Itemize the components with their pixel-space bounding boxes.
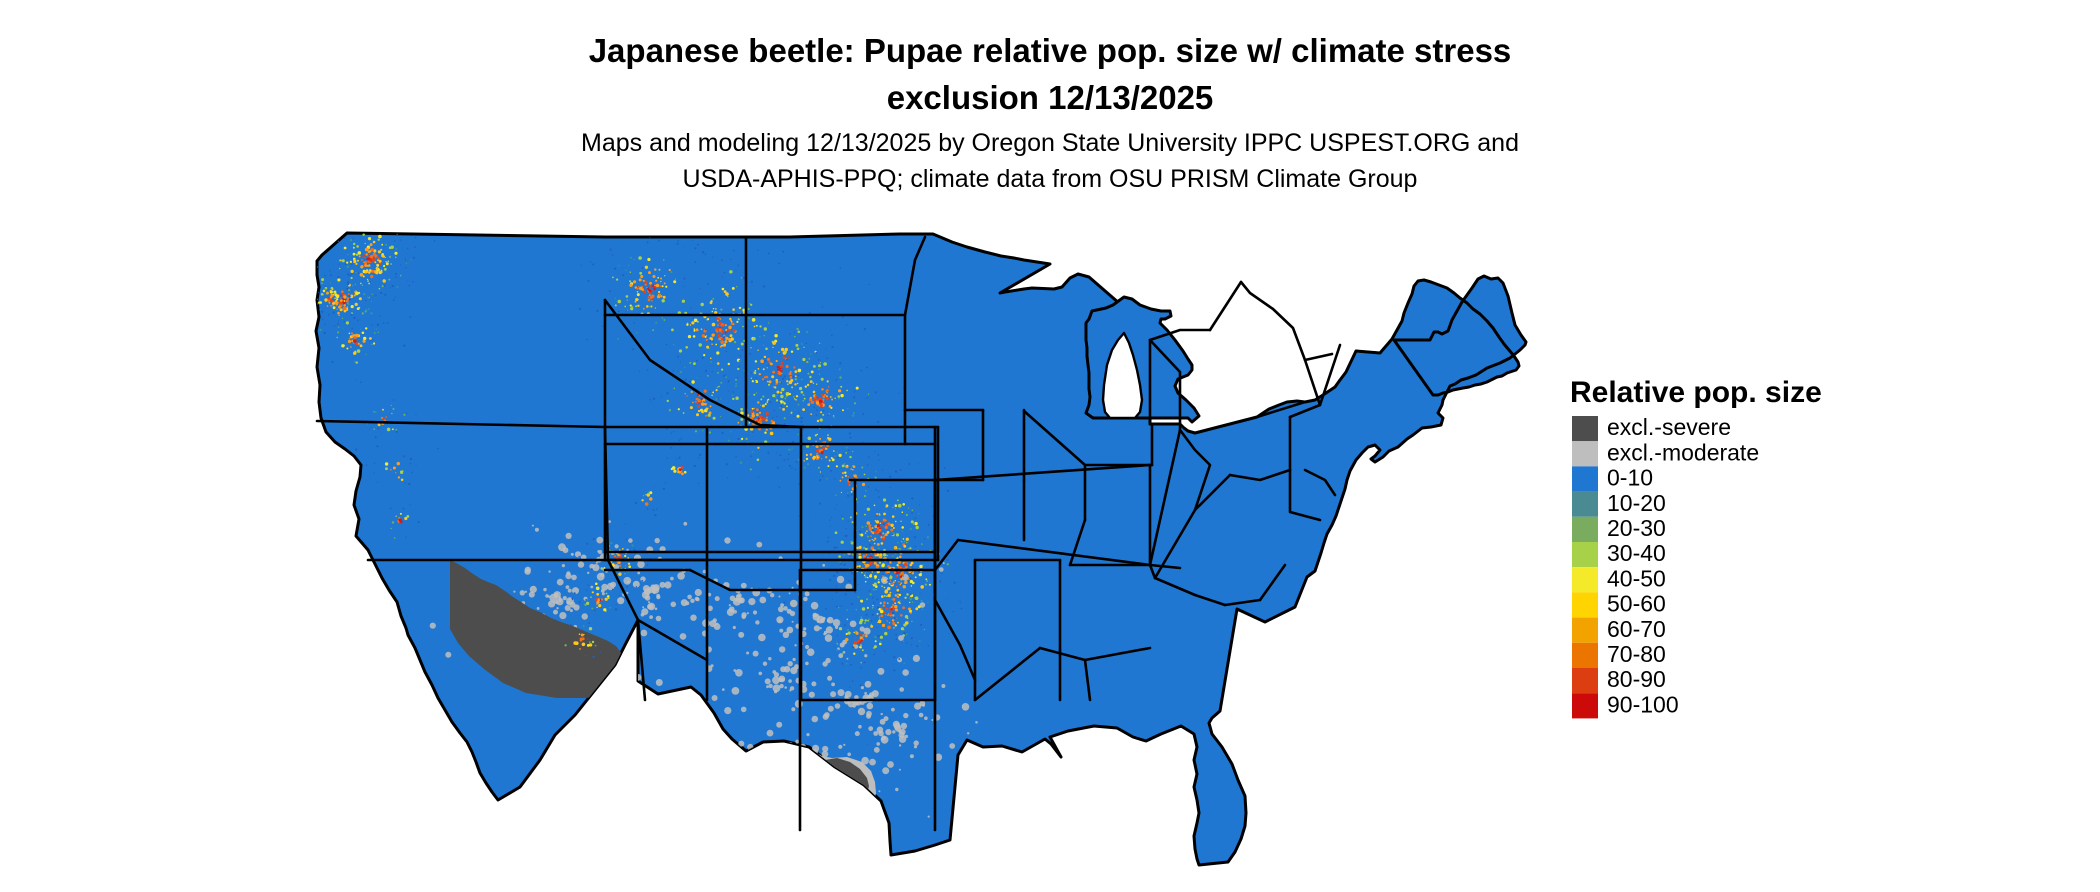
svg-text:50-60: 50-60 <box>1607 591 1666 617</box>
svg-text:0-10: 0-10 <box>1607 465 1653 491</box>
svg-text:70-80: 70-80 <box>1607 641 1666 667</box>
svg-text:10-20: 10-20 <box>1607 490 1666 516</box>
svg-text:20-30: 20-30 <box>1607 515 1666 541</box>
svg-text:60-70: 60-70 <box>1607 616 1666 642</box>
svg-text:30-40: 30-40 <box>1607 540 1666 566</box>
svg-text:excl.-moderate: excl.-moderate <box>1607 439 1759 465</box>
svg-text:excl.-severe: excl.-severe <box>1607 414 1731 440</box>
svg-text:80-90: 80-90 <box>1607 666 1666 692</box>
svg-text:Relative pop. size: Relative pop. size <box>1570 376 1822 409</box>
svg-text:90-100: 90-100 <box>1607 691 1679 717</box>
svg-text:40-50: 40-50 <box>1607 565 1666 591</box>
